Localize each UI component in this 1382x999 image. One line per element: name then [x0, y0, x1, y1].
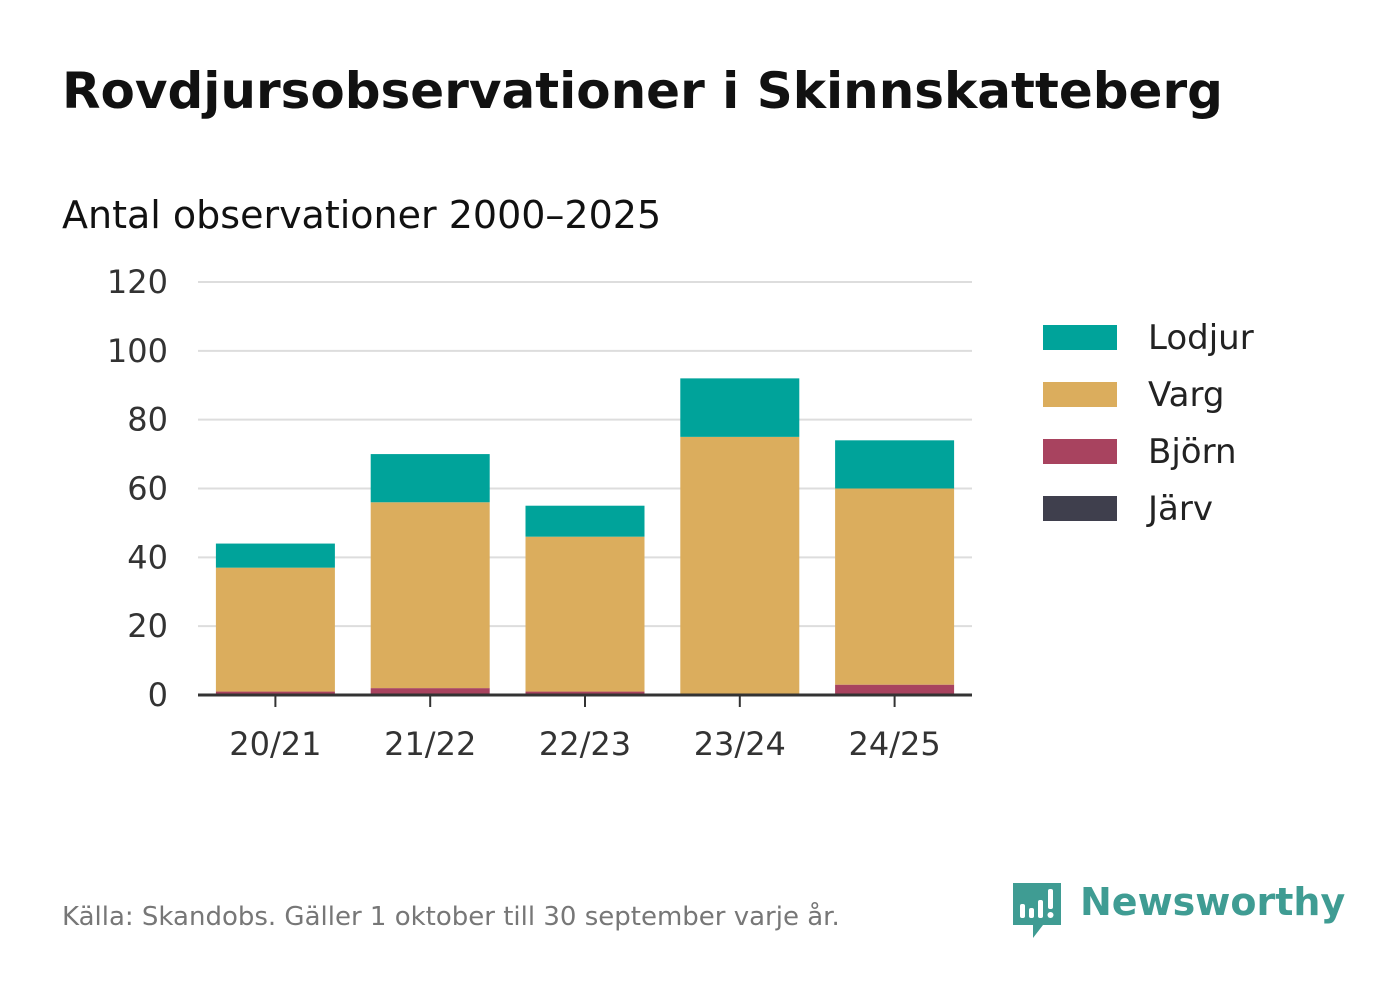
bar-björn [525, 691, 645, 695]
bar-björn [835, 684, 955, 695]
chart-subtitle: Antal observationer 2000–2025 [62, 193, 662, 237]
bar-varg [680, 436, 800, 695]
y-tick-label: 40 [127, 538, 168, 576]
legend-item-lodjur: Lodjur [1043, 318, 1343, 358]
bar-lodjur [835, 440, 955, 489]
bar-varg [835, 488, 955, 685]
x-tick-label: 21/22 [384, 725, 476, 763]
bar-stack-23/24 [680, 378, 800, 695]
bar-varg [370, 502, 490, 689]
bar-varg [215, 567, 335, 692]
bar-lodjur [525, 505, 645, 537]
legend-label: Järv [1148, 489, 1213, 529]
legend-swatch [1043, 325, 1117, 350]
newsworthy-logo-icon [1013, 883, 1061, 938]
bar-stack-21/22 [370, 454, 490, 695]
brand-name: Newsworthy [1080, 880, 1346, 924]
source-note: Källa: Skandobs. Gäller 1 oktober till 3… [62, 902, 840, 932]
legend-swatch [1043, 496, 1117, 521]
legend-label: Lodjur [1148, 318, 1254, 358]
bar-björn [370, 688, 490, 695]
legend-swatch [1043, 382, 1117, 407]
bars [215, 378, 955, 695]
x-tick-label: 22/23 [539, 725, 631, 763]
bar-lodjur [370, 454, 490, 503]
legend-item-björn: Björn [1043, 432, 1343, 472]
y-tick-label: 120 [107, 263, 168, 301]
bar-stack-20/21 [215, 543, 335, 695]
bar-stack-24/25 [835, 440, 955, 695]
y-tick-label: 20 [127, 607, 168, 645]
bar-lodjur [680, 378, 800, 437]
legend-item-varg: Varg [1043, 375, 1343, 415]
y-tick-label: 100 [107, 332, 168, 370]
chart-title: Rovdjursobservationer i Skinnskatteberg [62, 62, 1223, 120]
bar-varg [525, 536, 645, 692]
legend-label: Björn [1148, 432, 1237, 472]
x-tick-label: 20/21 [229, 725, 321, 763]
x-tick-label: 24/25 [848, 725, 940, 763]
legend-label: Varg [1148, 375, 1225, 415]
y-tick-label: 60 [127, 470, 168, 508]
y-tick-label: 80 [127, 401, 168, 439]
bar-stack-22/23 [525, 505, 645, 695]
y-tick-label: 0 [148, 676, 168, 714]
x-axis-ticks: 20/21 21/22 22/23 23/24 24/25 [229, 695, 941, 763]
bar-lodjur [215, 543, 335, 568]
legend-item-järv: Järv [1043, 489, 1343, 529]
bar-björn [215, 691, 335, 695]
x-tick-label: 23/24 [694, 725, 786, 763]
y-axis-ticks: 0 20 40 60 80 100 120 [107, 263, 168, 714]
legend-swatch [1043, 439, 1117, 464]
